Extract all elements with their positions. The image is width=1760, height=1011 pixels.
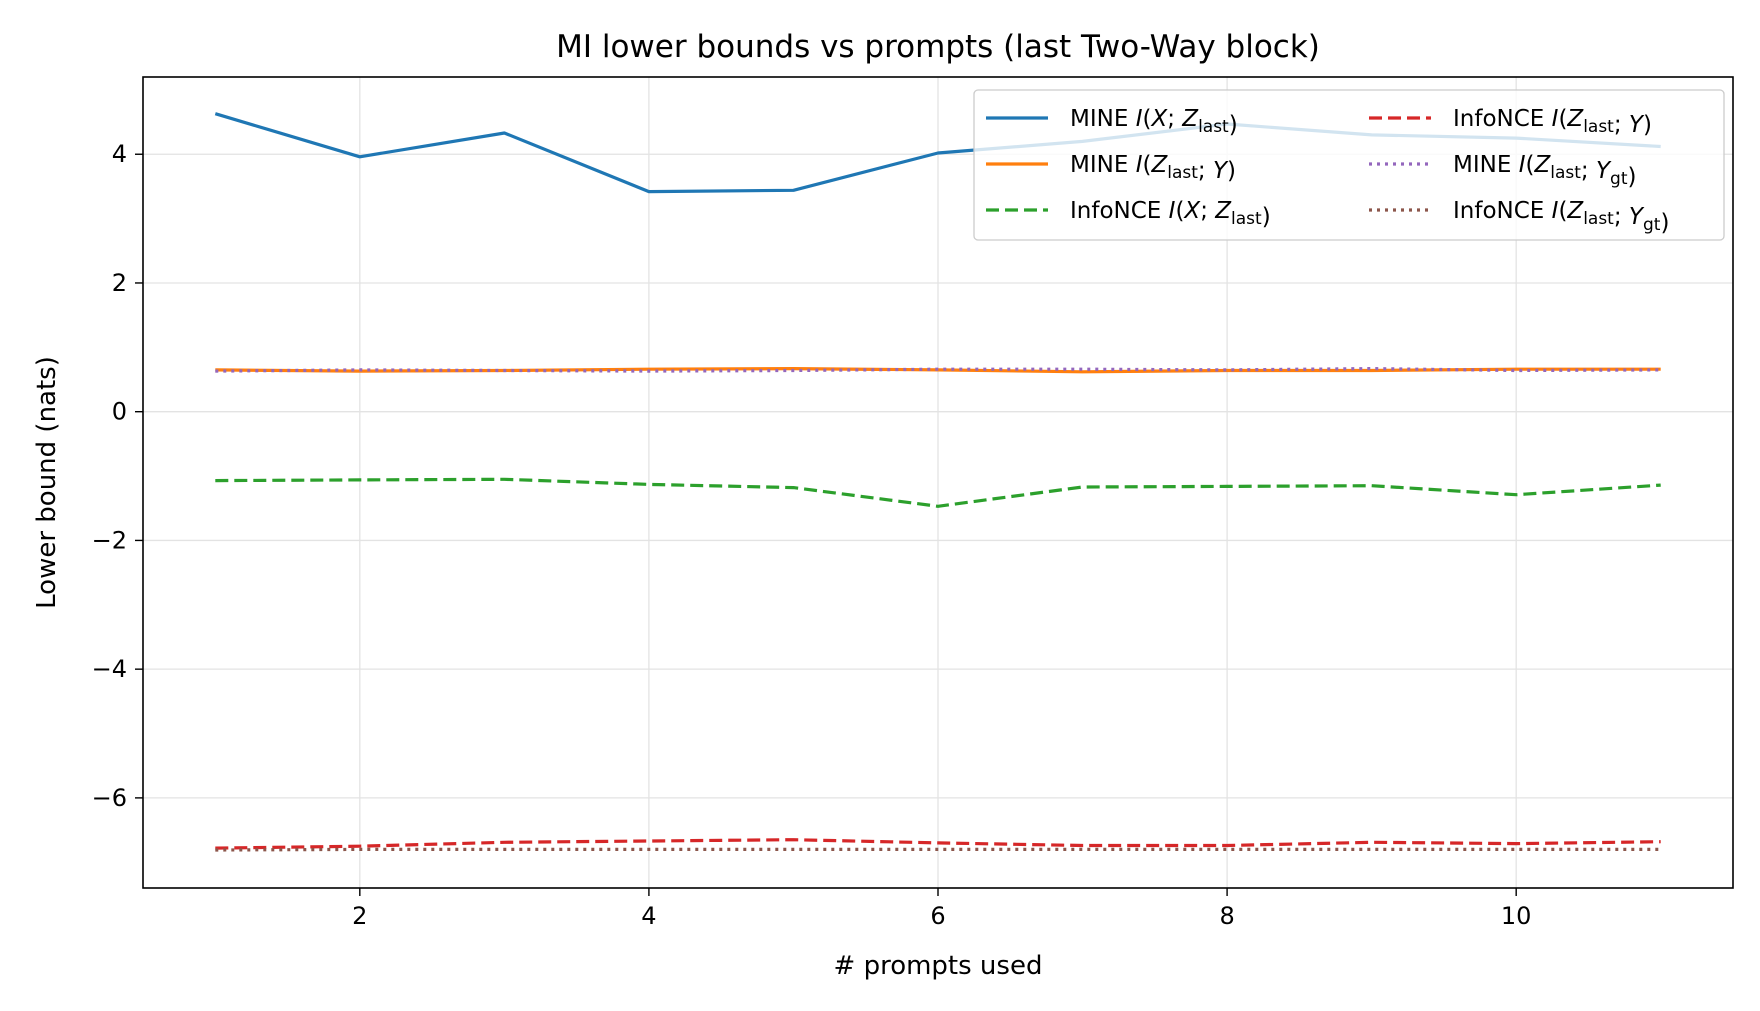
y-axis-label: Lower bound (nats)	[32, 356, 62, 609]
x-tick-label: 10	[1501, 902, 1532, 930]
chart-title: MI lower bounds vs prompts (last Two-Way…	[556, 29, 1320, 65]
x-tick-label: 2	[352, 902, 367, 930]
legend-entry: MINE I(X; Zlast)	[1070, 106, 1238, 138]
y-tick-label: 2	[112, 269, 127, 297]
axis-ticks: 2 4 6 8 10 −6 −4 −2 0 2 4	[92, 140, 1532, 930]
x-tick-label: 8	[1219, 902, 1234, 930]
y-tick-label: −4	[92, 655, 127, 683]
x-axis-label: # prompts used	[834, 951, 1043, 981]
legend-entry: InfoNCE I(X; Zlast)	[1070, 198, 1271, 230]
legend-entry: MINE I(Zlast; Y)	[1070, 152, 1236, 184]
legend-box	[973, 89, 1725, 241]
series-line	[215, 367, 1661, 373]
series-line	[215, 847, 1661, 852]
legend-entry: InfoNCE I(Zlast; Y)	[1453, 106, 1652, 138]
y-tick-label: 4	[112, 140, 127, 168]
x-tick-label: 4	[641, 902, 656, 930]
legend-entry: InfoNCE I(Zlast; Ygt)	[1453, 198, 1669, 236]
y-tick-label: 0	[112, 398, 127, 426]
legend: MINE I(X; Zlast) MINE I(Zlast; Y) InfoNCE …	[973, 89, 1725, 241]
y-tick-label: −6	[92, 784, 127, 812]
legend-entry: MINE I(Zlast; Ygt)	[1453, 152, 1636, 190]
series-line	[215, 838, 1661, 850]
series-line	[215, 477, 1661, 508]
x-tick-label: 6	[930, 902, 945, 930]
y-tick-label: −2	[92, 526, 127, 554]
